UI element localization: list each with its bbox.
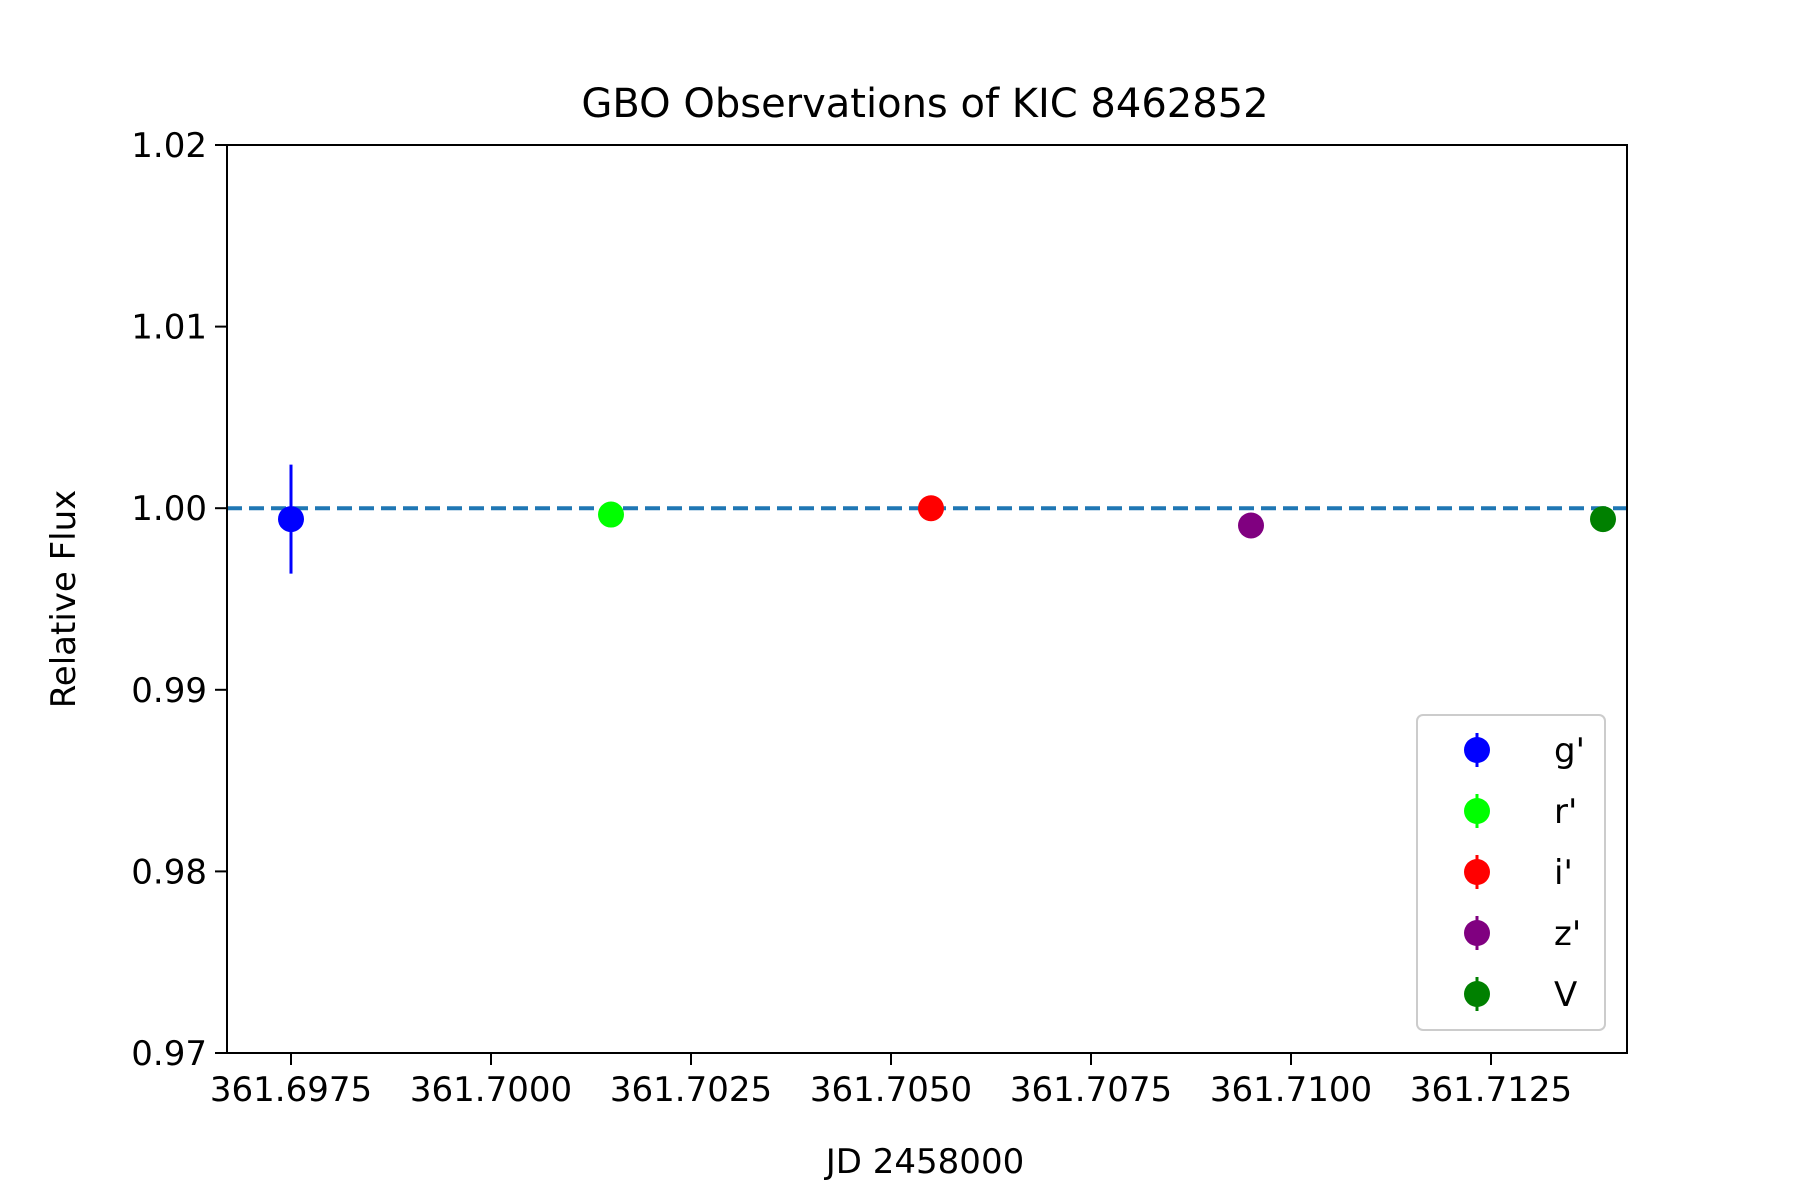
chart-title: GBO Observations of KIC 8462852 [581,81,1268,127]
y-axis-label: Relative Flux [44,490,84,709]
legend: g' r' i' z' V [1416,714,1606,1031]
plot-area [227,464,1627,574]
data-point [598,501,624,528]
x-tick-label: 361.7075 [1010,1070,1172,1110]
legend-marker [1464,981,1490,1007]
y-tick-label: 0.97 [131,1034,207,1074]
x-tick-label: 361.7100 [1210,1070,1372,1110]
legend-box [1416,714,1606,1031]
legend-marker [1464,798,1490,824]
y-axis: 0.97 0.98 0.99 1.00 1.01 1.02 [131,126,227,1074]
x-axis-label: JD 2458000 [824,1142,1024,1182]
legend-marker [1464,920,1490,946]
x-tick-label: 361.7050 [810,1070,972,1110]
y-tick-label: 1.00 [131,489,207,529]
y-tick-label: 0.99 [131,671,207,711]
plot-frame [226,144,1628,1054]
x-axis: 361.6975 361.7000 361.7025 361.7050 361.7075… [210,1053,1572,1110]
legend-marker [1464,859,1490,885]
x-tick-label: 361.7025 [610,1070,772,1110]
y-tick-label: 1.02 [131,126,207,166]
legend-label: z' [1554,914,1581,954]
legend-marker [1464,737,1490,763]
legend-label: g' [1554,731,1585,771]
data-point [1590,506,1616,533]
x-tick-label: 361.7000 [410,1070,572,1110]
y-tick-label: 1.01 [131,308,207,348]
legend-label: i' [1554,853,1573,893]
legend-label: V [1554,975,1577,1015]
y-tick-label: 0.98 [131,852,207,892]
data-point [278,506,304,533]
x-tick-label: 361.6975 [210,1070,372,1110]
data-point [1238,512,1264,539]
legend-label: r' [1554,792,1577,832]
x-tick-label: 361.7125 [1410,1070,1572,1110]
data-point [918,495,944,522]
